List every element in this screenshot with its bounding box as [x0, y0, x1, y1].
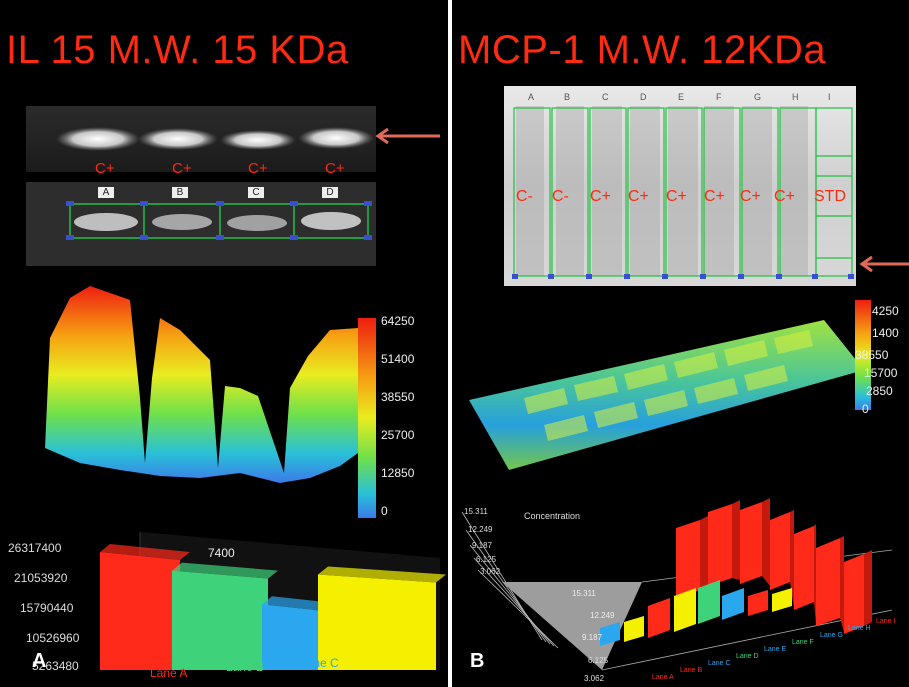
panel-b-letter: B	[470, 650, 485, 672]
bar-axis-tick-1: 21053920	[14, 571, 68, 585]
bar-lane-d	[318, 574, 436, 670]
lane-axis-label: Lane I	[876, 618, 896, 625]
gel-image-a	[26, 106, 376, 266]
surface-plot-a	[45, 286, 358, 483]
membrane-lane-letter: C	[602, 92, 609, 102]
wedge-tick-2: 9.187	[582, 633, 603, 642]
bar-lane-b	[172, 570, 268, 670]
conc-axis-title: Concentration	[524, 511, 581, 521]
lane-axis-label: Lane F	[792, 639, 814, 646]
membrane-lane-letter: G	[754, 92, 762, 102]
panel-a-letter: A	[32, 650, 47, 672]
conc-tick-0: 15.311	[464, 507, 488, 516]
lane-box-a: A	[98, 187, 114, 198]
colorbar-a-tick-3: 25700	[381, 428, 415, 442]
lane-label-d: Lane D	[376, 653, 415, 667]
bar-lane-c	[262, 604, 336, 670]
membrane-image-b	[504, 86, 856, 286]
colorbar-b-tick-3: 15700	[864, 366, 898, 380]
colorbar-a-tick-2: 38550	[381, 390, 415, 404]
band-arrow-b	[859, 255, 909, 273]
membrane-lane-label: C+	[590, 188, 611, 205]
lane-box-b: B	[172, 187, 188, 198]
band-label-b: C+	[172, 160, 192, 177]
membrane-lane-label: C-	[552, 188, 569, 205]
membrane-lane-letter: E	[678, 92, 685, 102]
bar-axis-tick-2: 15790440	[20, 601, 74, 615]
conc-tick-3: 6.125	[476, 555, 497, 564]
wedge-tick-3: 6.125	[588, 656, 609, 665]
lane-axis-label: Lane H	[848, 625, 871, 632]
membrane-lane-letter: A	[528, 92, 535, 102]
membrane-lane-letter: B	[564, 92, 571, 102]
membrane-lane-label: C+	[704, 188, 725, 205]
membrane-lane-label: C+	[628, 188, 649, 205]
colorbar-a-tick-4: 12850	[381, 466, 415, 480]
colorbar-b-tick-0: 4250	[872, 304, 899, 318]
band-arrow-a	[375, 127, 440, 145]
panel-b-title: MCP-1 M.W. 12KDa	[458, 28, 827, 72]
lane-axis-label: Lane E	[764, 646, 787, 653]
lane-box-d: D	[322, 187, 338, 198]
wedge-tick-1: 12.249	[590, 611, 615, 620]
membrane-lane-label: STD	[814, 188, 846, 205]
bar-axis-tick-0: 26317400	[8, 541, 62, 555]
membrane-lane-label: C-	[516, 188, 533, 205]
membrane-lane-label: C+	[740, 188, 761, 205]
wedge-tick-0: 15.311	[572, 589, 596, 598]
surface-plot-b	[469, 320, 864, 470]
bar-top-1	[172, 562, 278, 579]
colorbar-a-tick-1: 51400	[381, 352, 415, 366]
membrane-lane-label: C+	[774, 188, 795, 205]
colorbar-a-tick-0: 64250	[381, 314, 415, 328]
bar-chart-a	[100, 532, 446, 670]
colorbar-b-tick-4: 2850	[866, 384, 893, 398]
colorbar-b-tick-1: 1400	[872, 326, 899, 340]
conc-tick-1: 12.249	[468, 525, 493, 534]
panel-divider	[448, 0, 452, 687]
panel-a: IL 15 M.W. 15 KDa	[0, 0, 448, 687]
colorbar-a	[358, 318, 376, 518]
membrane-lane-letter: D	[640, 92, 647, 102]
wedge-tick-4: 3.062	[584, 674, 605, 683]
bar-overlay-label: 7400	[208, 546, 235, 560]
lane-label-a: Lane A	[150, 666, 188, 680]
membrane-lane-letter: I	[828, 92, 831, 102]
bar-axis-tick-4: 5263480	[32, 659, 79, 673]
lane-box-c: C	[248, 187, 264, 198]
bar-axis-tick-3: 10526960	[26, 631, 80, 645]
colorbar-b	[855, 300, 871, 410]
lane-axis-label: Lane G	[820, 632, 843, 639]
panel-a-title: IL 15 M.W. 15 KDa	[6, 28, 349, 72]
band-label-d: C+	[325, 160, 345, 177]
colorbar-b-tick-2: 38550	[855, 348, 889, 362]
band-label-c: C+	[248, 160, 268, 177]
conc-tick-2: 9.187	[472, 541, 493, 550]
lane-axis-label: Lane B	[680, 667, 703, 674]
bar-lane-a	[100, 552, 180, 670]
conc-tick-4: 3.062	[480, 567, 501, 576]
band-label-a: C+	[95, 160, 115, 177]
lane-axis-label: Lane A	[652, 674, 674, 681]
lane-label-b: Lane B	[226, 660, 265, 674]
lane-axis-label: Lane D	[736, 653, 759, 660]
membrane-lane-label: C+	[666, 188, 687, 205]
membrane-lane-letter: H	[792, 92, 799, 102]
colorbar-b-tick-5: 0	[862, 402, 869, 416]
lane-axis-label: Lane C	[708, 660, 731, 667]
bar-top-0	[100, 544, 190, 560]
lane-label-c: Lane C	[300, 656, 339, 670]
colorbar-a-tick-5: 0	[381, 504, 388, 518]
panel-b: MCP-1 M.W. 12KDa A B C D E F G H I C- C- C+ C+ C+ C+ C…	[452, 0, 909, 687]
membrane-lane-letter: F	[716, 92, 722, 102]
bar-chart-b	[461, 498, 893, 671]
bar-top-3	[318, 566, 446, 583]
